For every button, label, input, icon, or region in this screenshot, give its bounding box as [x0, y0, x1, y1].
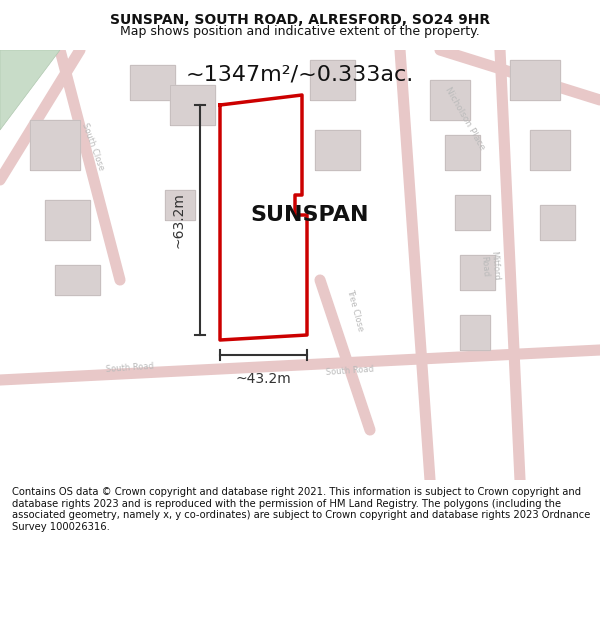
Polygon shape [220, 95, 307, 340]
Polygon shape [455, 195, 490, 230]
Text: SUNSPAN: SUNSPAN [251, 205, 369, 225]
Polygon shape [30, 120, 80, 170]
Text: South Road: South Road [326, 364, 374, 377]
Polygon shape [460, 255, 495, 290]
Polygon shape [45, 200, 90, 240]
Text: Tree Close: Tree Close [345, 288, 365, 332]
Text: South Close: South Close [80, 122, 106, 172]
Polygon shape [55, 265, 100, 295]
Text: South Road: South Road [106, 362, 154, 374]
Polygon shape [530, 130, 570, 170]
Text: Mitford
Road: Mitford Road [479, 251, 501, 282]
Polygon shape [430, 80, 470, 120]
Text: Contains OS data © Crown copyright and database right 2021. This information is : Contains OS data © Crown copyright and d… [12, 488, 590, 532]
Polygon shape [310, 60, 355, 100]
Polygon shape [510, 60, 560, 100]
Text: SUNSPAN, SOUTH ROAD, ALRESFORD, SO24 9HR: SUNSPAN, SOUTH ROAD, ALRESFORD, SO24 9HR [110, 12, 490, 26]
Polygon shape [445, 135, 480, 170]
Polygon shape [540, 205, 575, 240]
Text: ~1347m²/~0.333ac.: ~1347m²/~0.333ac. [186, 65, 414, 85]
Text: Map shows position and indicative extent of the property.: Map shows position and indicative extent… [120, 24, 480, 38]
Polygon shape [170, 85, 215, 125]
Text: ~43.2m: ~43.2m [236, 372, 292, 386]
Polygon shape [460, 315, 490, 350]
Polygon shape [130, 65, 175, 100]
Polygon shape [315, 130, 360, 170]
Polygon shape [0, 50, 60, 130]
Polygon shape [165, 190, 195, 220]
Text: Nicholson Place: Nicholson Place [443, 86, 487, 152]
Text: ~63.2m: ~63.2m [171, 192, 185, 248]
